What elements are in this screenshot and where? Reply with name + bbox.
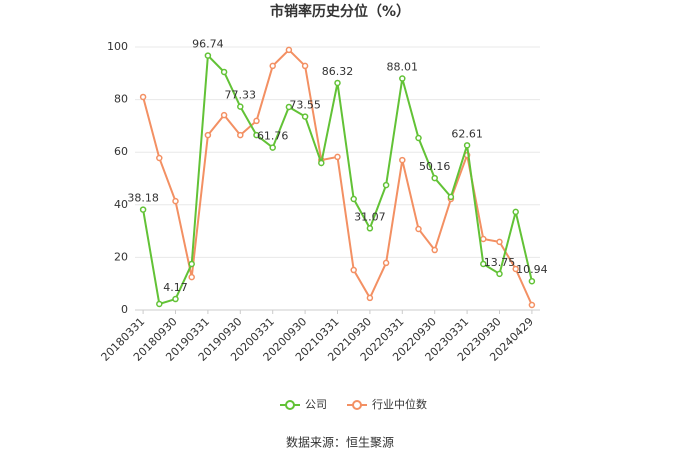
- point: [318, 159, 325, 167]
- point: [431, 174, 438, 182]
- point: [528, 277, 536, 285]
- point: [512, 265, 519, 273]
- legend-label: 公司: [305, 398, 327, 411]
- data-label: 77.33: [225, 89, 257, 102]
- point: [301, 113, 309, 120]
- source: 数据来源：恒生聚源: [286, 435, 394, 450]
- point: [366, 225, 374, 232]
- data-label: 86.32: [322, 65, 354, 78]
- point: [220, 68, 228, 76]
- point: [415, 225, 422, 233]
- chart-title: 市销率历史分位（%）: [270, 3, 410, 20]
- point: [512, 208, 519, 216]
- point: [237, 131, 244, 139]
- data-label: 62.61: [451, 127, 483, 140]
- y-tick-label: 60: [114, 145, 128, 158]
- point: [399, 156, 406, 164]
- point: [334, 79, 341, 87]
- point: [431, 246, 438, 254]
- point: [188, 260, 195, 268]
- point: [285, 103, 293, 111]
- y-tick-label: 40: [114, 198, 128, 211]
- legend-marker: [352, 400, 362, 410]
- data-label: 13.75: [484, 256, 516, 269]
- y-tick-label: 100: [107, 40, 128, 53]
- point: [172, 295, 179, 303]
- point: [156, 154, 163, 162]
- data-label: 61.76: [257, 130, 289, 143]
- point: [480, 235, 487, 243]
- point: [463, 142, 471, 149]
- point: [480, 260, 487, 268]
- data-label: 31.07: [354, 210, 386, 223]
- point: [496, 238, 503, 246]
- point: [269, 62, 276, 70]
- point: [366, 294, 374, 302]
- point: [188, 273, 195, 281]
- data-label: 73.55: [289, 99, 321, 112]
- point: [139, 93, 147, 101]
- y-tick-label: 20: [114, 250, 128, 263]
- point: [496, 270, 503, 278]
- legend-marker: [285, 400, 295, 410]
- legend-label: 行业中位数: [372, 397, 427, 411]
- y-tick-label: 0: [121, 303, 128, 316]
- point: [237, 103, 244, 110]
- point: [334, 153, 341, 161]
- y-tick-label: 80: [114, 93, 128, 106]
- point: [204, 52, 212, 59]
- data-label: 38.18: [127, 192, 159, 205]
- point: [156, 300, 163, 308]
- point: [204, 131, 212, 139]
- point: [253, 131, 260, 139]
- data-label: 96.74: [192, 38, 224, 51]
- point: [172, 197, 179, 205]
- data-label: 50.16: [419, 160, 451, 173]
- point: [447, 193, 455, 201]
- point: [399, 75, 406, 82]
- line: [142, 53, 533, 306]
- data-label: 10.94: [516, 263, 548, 276]
- point: [285, 46, 293, 54]
- point: [139, 206, 147, 213]
- point: [382, 181, 390, 189]
- point: [301, 62, 309, 70]
- data-label: 4.17: [163, 281, 188, 294]
- point: [415, 134, 422, 142]
- point: [269, 144, 276, 151]
- point: [350, 266, 357, 274]
- point: [220, 111, 228, 119]
- point: [253, 117, 260, 125]
- point: [382, 259, 390, 267]
- data-label: 88.01: [387, 61, 419, 74]
- point: [528, 301, 536, 309]
- point: [350, 195, 357, 203]
